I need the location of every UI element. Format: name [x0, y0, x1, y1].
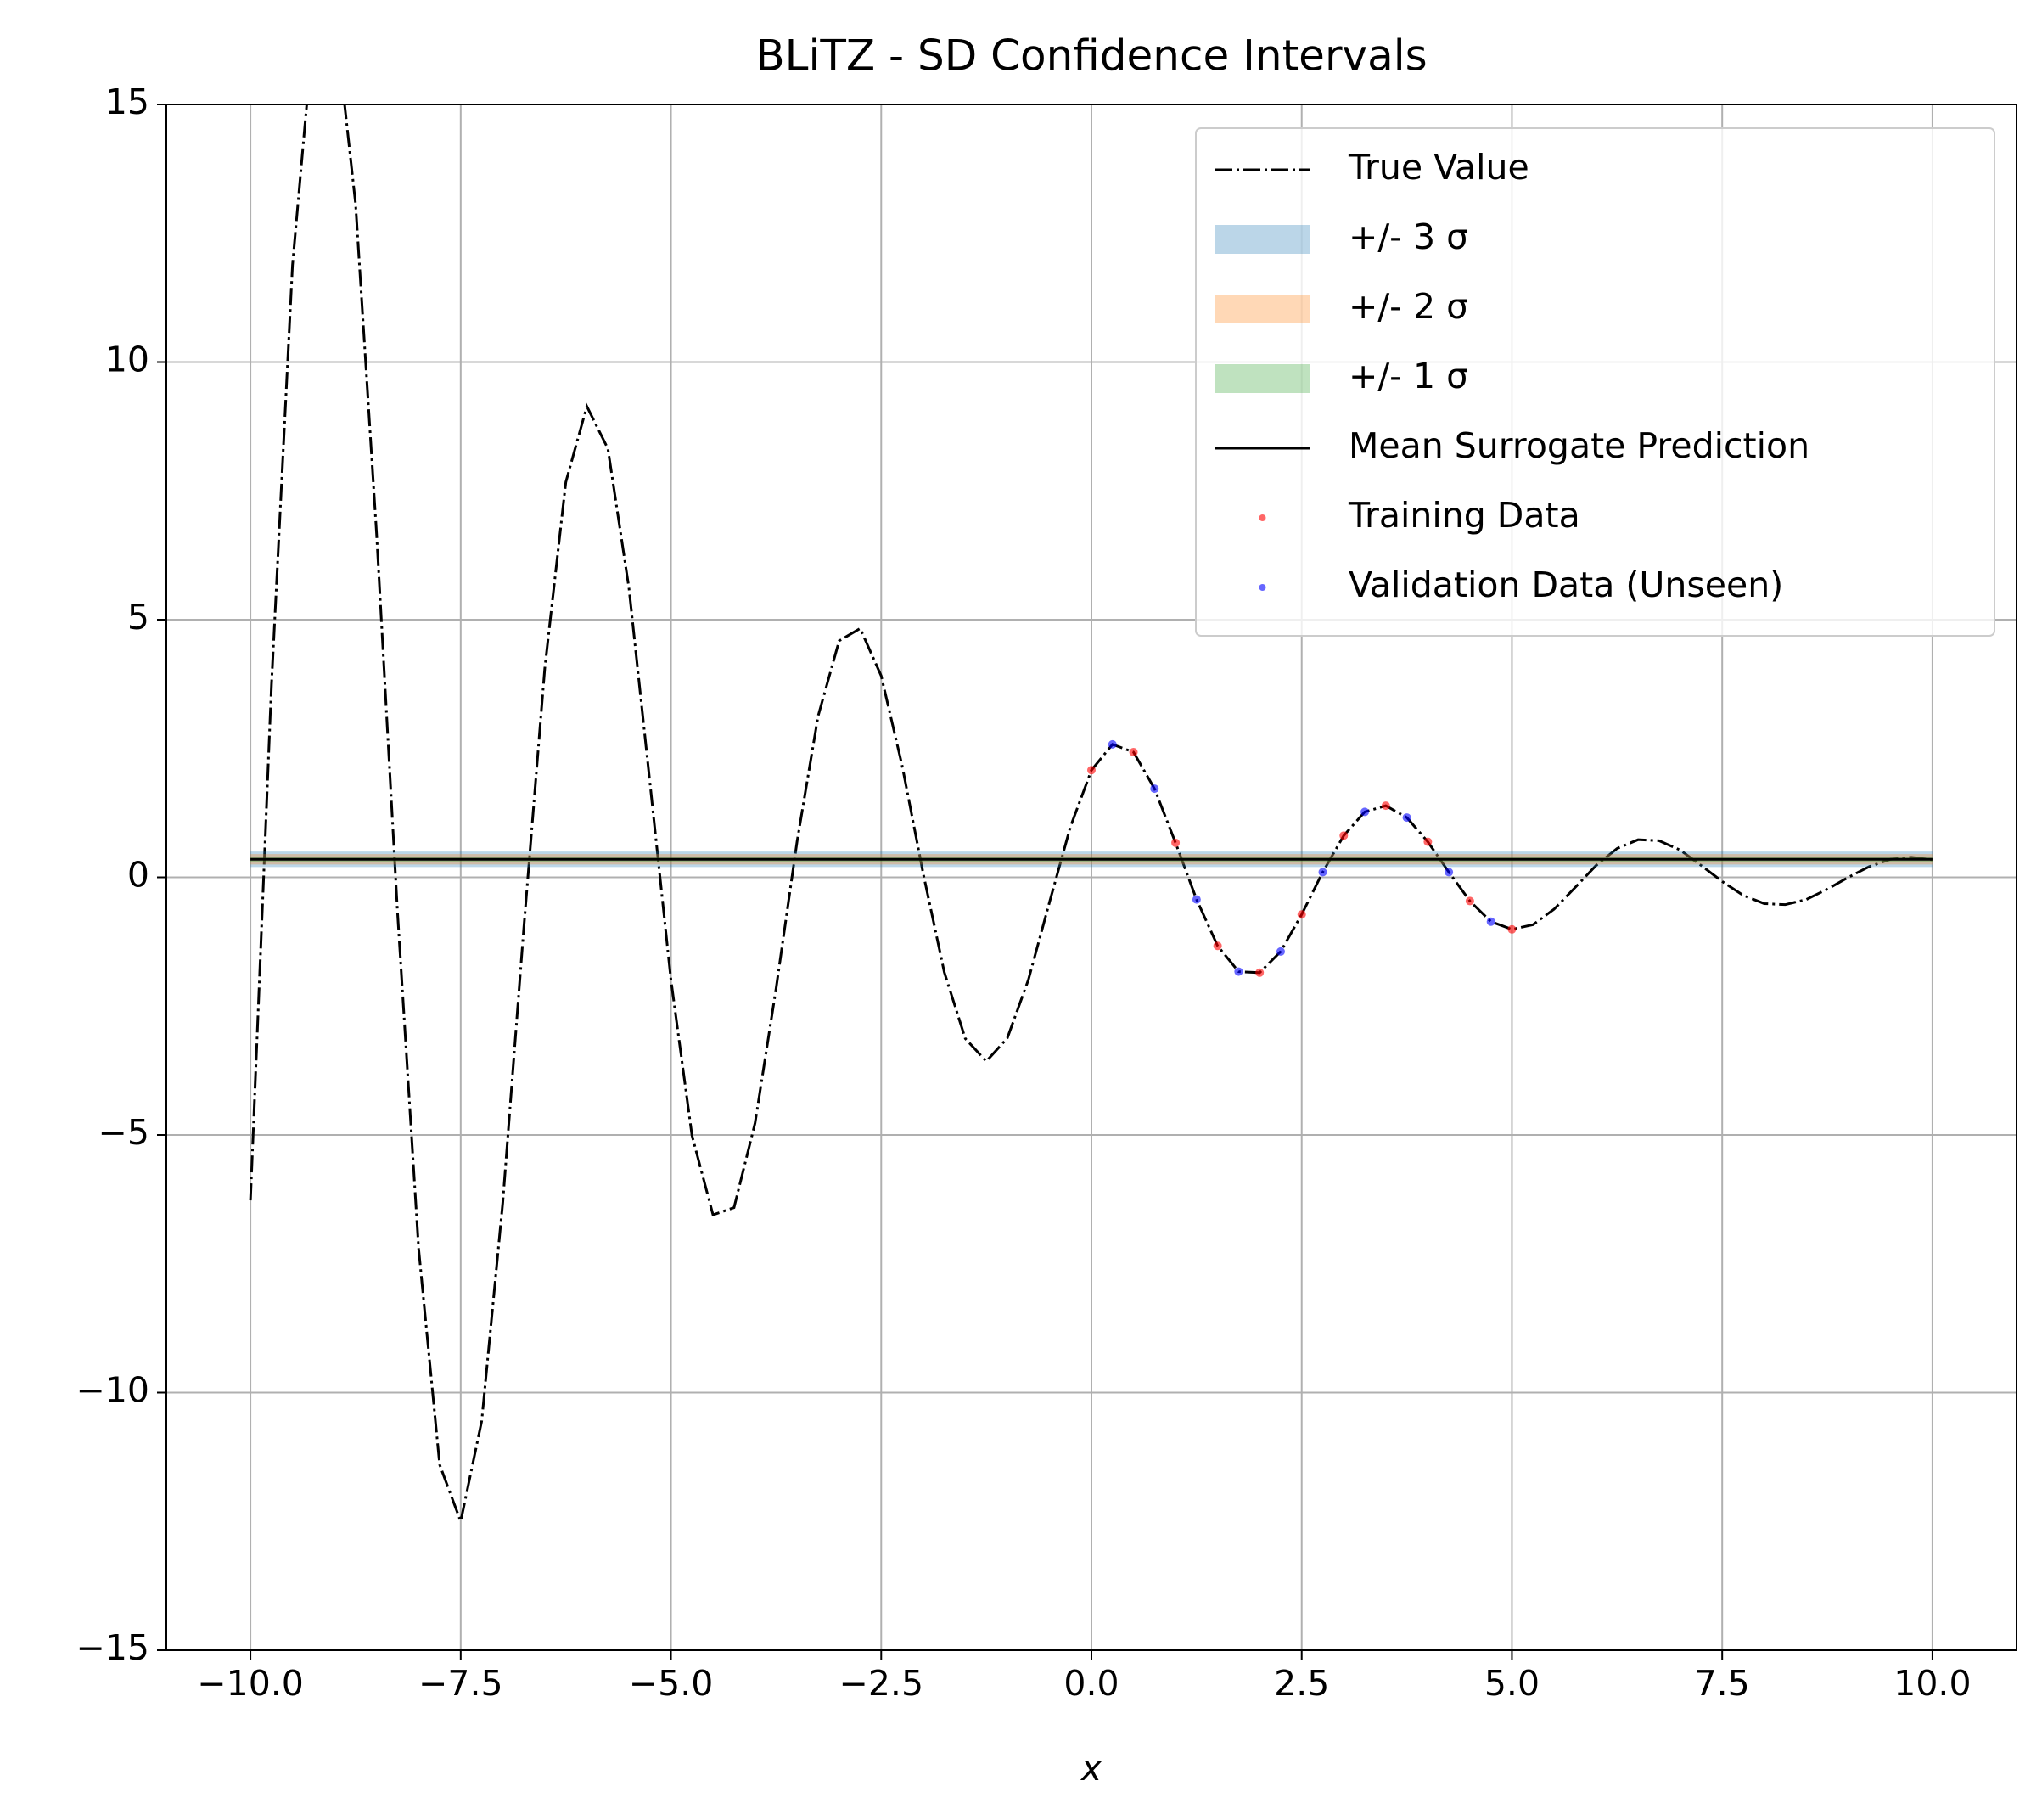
legend-box [1195, 127, 1995, 637]
x-tick-label: 2.5 [1274, 1663, 1329, 1704]
data-point [1213, 941, 1222, 951]
y-tick-label: −5 [98, 1112, 149, 1153]
data-point [1318, 868, 1327, 877]
data-point [1445, 868, 1454, 877]
x-axis-label: x [1080, 1748, 1102, 1789]
data-point [1486, 917, 1495, 926]
legend-label: +/- 1 σ [1349, 356, 1468, 396]
x-tick-label: −10.0 [197, 1663, 304, 1704]
data-point [1276, 947, 1285, 956]
y-tick-label: −15 [76, 1627, 149, 1668]
x-tick-label: −2.5 [839, 1663, 923, 1704]
data-point [1423, 837, 1433, 846]
legend-marker [1259, 514, 1266, 521]
legend-label: +/- 3 σ [1349, 216, 1468, 257]
axes-frame [165, 104, 2017, 1651]
x-tick-label: 10.0 [1893, 1663, 1971, 1704]
data-point [1150, 784, 1159, 794]
x-tick-label: 0.0 [1063, 1663, 1119, 1704]
legend-label: Mean Surrogate Prediction [1349, 425, 1809, 466]
data-point [1129, 747, 1138, 756]
data-point [1507, 924, 1517, 934]
chart-title: BLiTZ - SD Confidence Intervals [755, 31, 1427, 81]
x-tick-label: −5.0 [629, 1663, 714, 1704]
legend-label: True Value [1348, 147, 1529, 188]
y-tick-label: 0 [127, 855, 149, 896]
data-point [1255, 968, 1265, 977]
data-point [1297, 910, 1306, 919]
plot-area [249, 104, 1933, 1526]
data-point [1360, 807, 1370, 817]
y-tick-label: 10 [105, 340, 149, 380]
data-point [1381, 801, 1390, 811]
x-tick-label: 7.5 [1695, 1663, 1750, 1704]
data-point [1171, 838, 1181, 847]
legend-swatch [1215, 295, 1310, 323]
legend-label: Training Data [1348, 495, 1580, 536]
data-point [1402, 813, 1411, 823]
y-tick-label: −10 [76, 1370, 149, 1411]
legend: True Value +/- 3 σ +/- 2 σ +/- 1 σ Mean Surr… [1195, 127, 1995, 637]
y-tick-label: 5 [127, 597, 149, 638]
data-point [1087, 766, 1096, 775]
data-point [1108, 739, 1117, 749]
legend-swatch [1215, 225, 1310, 254]
data-point [1192, 895, 1201, 904]
legend-marker [1259, 584, 1266, 591]
x-tick-label: 5.0 [1484, 1663, 1540, 1704]
legend-label: Validation Data (Unseen) [1349, 565, 1783, 605]
data-point [1465, 896, 1474, 906]
data-point [1234, 967, 1243, 976]
x-tick-label: −7.5 [418, 1663, 503, 1704]
legend-label: +/- 2 σ [1349, 286, 1468, 327]
y-tick-label: 15 [105, 81, 149, 122]
data-point [1339, 831, 1349, 840]
legend-swatch [1215, 364, 1310, 393]
